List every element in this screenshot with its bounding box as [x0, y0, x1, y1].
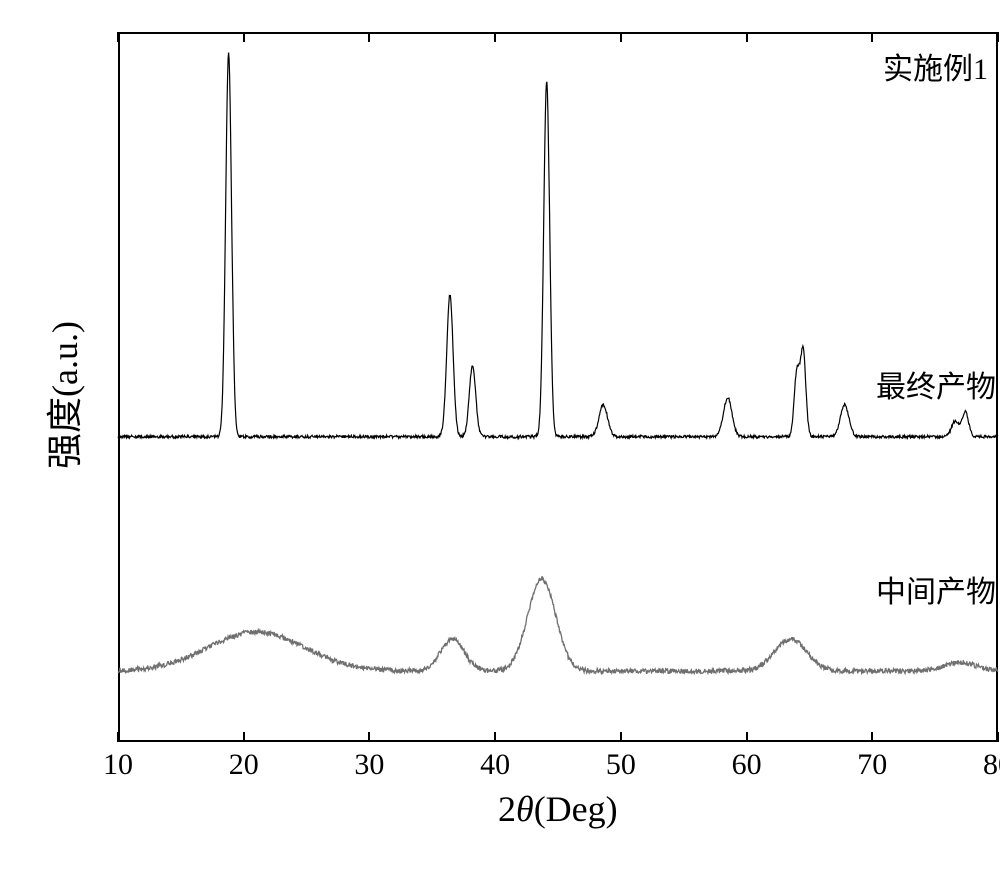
series-line	[118, 576, 998, 673]
x-tick	[243, 32, 245, 42]
x-tick-label: 30	[354, 748, 384, 782]
xrd-chart: 强度(a.u.) 2θ(Deg) 实施例1 1020304050607080最终…	[20, 20, 1000, 851]
x-tick	[746, 732, 748, 742]
x-tick	[997, 732, 999, 742]
x-tick	[746, 32, 748, 42]
x-tick	[117, 732, 119, 742]
x-tick	[368, 32, 370, 42]
chart-svg	[20, 20, 1000, 851]
x-tick-label: 80	[983, 748, 1000, 782]
x-tick	[243, 732, 245, 742]
x-tick	[620, 732, 622, 742]
x-tick-label: 50	[606, 748, 636, 782]
x-tick	[494, 732, 496, 742]
series-label: 最终产物	[876, 362, 996, 406]
x-tick	[997, 32, 999, 42]
x-tick	[871, 32, 873, 42]
series-line	[118, 53, 998, 439]
x-tick	[368, 732, 370, 742]
x-tick-label: 10	[103, 748, 133, 782]
x-tick	[871, 732, 873, 742]
series-label: 中间产物	[876, 567, 996, 611]
x-tick	[620, 32, 622, 42]
x-tick	[117, 32, 119, 42]
x-tick-label: 70	[857, 748, 887, 782]
x-tick-label: 40	[480, 748, 510, 782]
x-tick	[494, 32, 496, 42]
x-tick-label: 20	[229, 748, 259, 782]
x-tick-label: 60	[732, 748, 762, 782]
